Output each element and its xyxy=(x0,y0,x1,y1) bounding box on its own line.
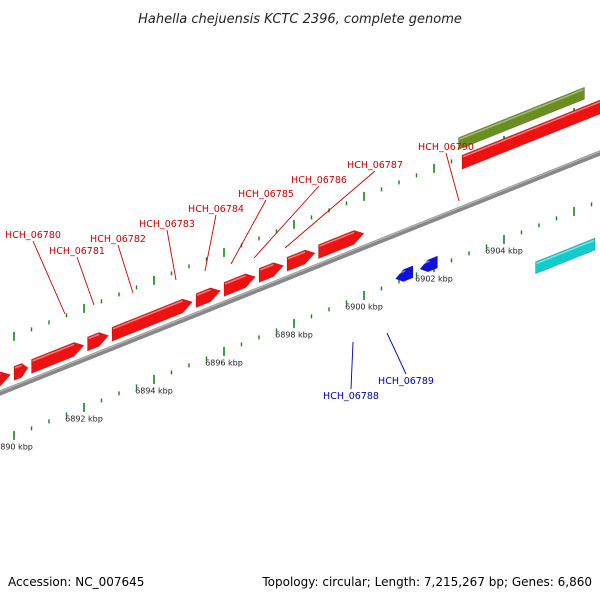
gene-label-forward: HCH_06787 xyxy=(347,160,403,171)
gene-label-reverse: HCH_06788 xyxy=(323,391,379,402)
gene-arrow xyxy=(286,249,316,272)
gene-label-forward: HCH_06786 xyxy=(291,175,347,186)
label-connector xyxy=(230,199,267,265)
gene-arrow xyxy=(318,230,365,260)
scale-tick-label: 6904 kbp xyxy=(485,246,523,255)
scale-tick-label: 6892 kbp xyxy=(65,414,103,423)
gene-arrow xyxy=(13,362,29,381)
gene-arrow xyxy=(31,342,85,374)
olive-feature-bar xyxy=(458,86,585,151)
label-connector xyxy=(386,332,407,375)
gene-label-forward: HCH_06782 xyxy=(90,234,146,245)
scale-tick-label: 6898 kbp xyxy=(275,330,313,339)
scale-tick-label: 6900 kbp xyxy=(345,302,383,311)
gene-arrow xyxy=(461,99,600,170)
label-connector xyxy=(350,341,354,390)
scale-tick-label: 6902 kbp xyxy=(415,274,453,283)
backbone-highlight xyxy=(0,150,600,393)
label-connector xyxy=(32,240,66,315)
label-connector xyxy=(445,152,460,202)
label-connector xyxy=(117,244,134,294)
gene-arrow xyxy=(111,298,194,342)
gene-label-forward: HCH_06783 xyxy=(139,219,195,230)
gene-label-forward: HCH_06780 xyxy=(5,230,61,241)
gene-arrow-shine xyxy=(224,275,246,285)
scale-tick-label: 6894 kbp xyxy=(135,386,173,395)
gene-label-forward: HCH_06784 xyxy=(188,204,244,215)
gene-arrow-shine xyxy=(112,300,183,330)
gene-arrow-shine xyxy=(287,251,306,260)
gene-arrow xyxy=(195,287,222,309)
gene-arrow-shine xyxy=(319,231,355,247)
gene-arrow-reverse-shine xyxy=(420,260,430,266)
gene-arrow xyxy=(0,371,12,387)
label-connector xyxy=(253,185,320,259)
label-connector xyxy=(76,256,95,306)
gene-arrow xyxy=(258,262,285,283)
olive-feature-shine xyxy=(459,88,584,140)
label-connector xyxy=(284,170,376,249)
genome-summary-text: Topology: circular; Length: 7,215,267 bp… xyxy=(261,575,592,589)
label-connector xyxy=(204,214,217,272)
gene-label-forward: HCH_06790 xyxy=(418,142,474,153)
scale-tick-label: 6896 kbp xyxy=(205,358,243,367)
gene-arrow-shine xyxy=(32,343,75,362)
gene-arrow-reverse xyxy=(394,265,414,282)
gene-arrow-shine xyxy=(259,263,274,271)
cyan-feature-shine xyxy=(536,239,595,265)
reverse-gene-track xyxy=(394,255,438,282)
scale-tick-label: 6890 kbp xyxy=(0,442,33,451)
feature-track xyxy=(458,86,596,275)
gene-arrow-shine xyxy=(14,364,22,369)
gene-arrow-shine xyxy=(196,289,211,296)
scale-labels: 6890 kbp 6892 kbp 6894 kbp 6896 kbp 6898 kbp… xyxy=(0,246,523,451)
gene-arrow-shine xyxy=(462,101,600,158)
cyan-feature-bar xyxy=(535,237,596,275)
gene-arrow-reverse-shine xyxy=(396,270,406,276)
gene-arrow-reverse xyxy=(419,255,438,273)
label-connectors xyxy=(32,152,460,390)
accession-text: Accession: NC_007645 xyxy=(8,575,144,589)
map-title: Hahella chejuensis KCTC 2396, complete g… xyxy=(138,12,462,27)
gene-arrow xyxy=(223,273,257,297)
gene-label-reverse: HCH_06789 xyxy=(378,376,434,387)
gene-label-forward: HCH_06785 xyxy=(238,189,294,200)
gene-label-forward: HCH_06781 xyxy=(49,246,105,257)
backbone-line xyxy=(0,150,600,396)
gene-arrow xyxy=(87,332,110,352)
forward-gene-track xyxy=(0,99,600,387)
label-connector xyxy=(166,229,177,281)
backbone-track xyxy=(0,150,600,396)
gene-arrow-shine xyxy=(88,333,100,340)
